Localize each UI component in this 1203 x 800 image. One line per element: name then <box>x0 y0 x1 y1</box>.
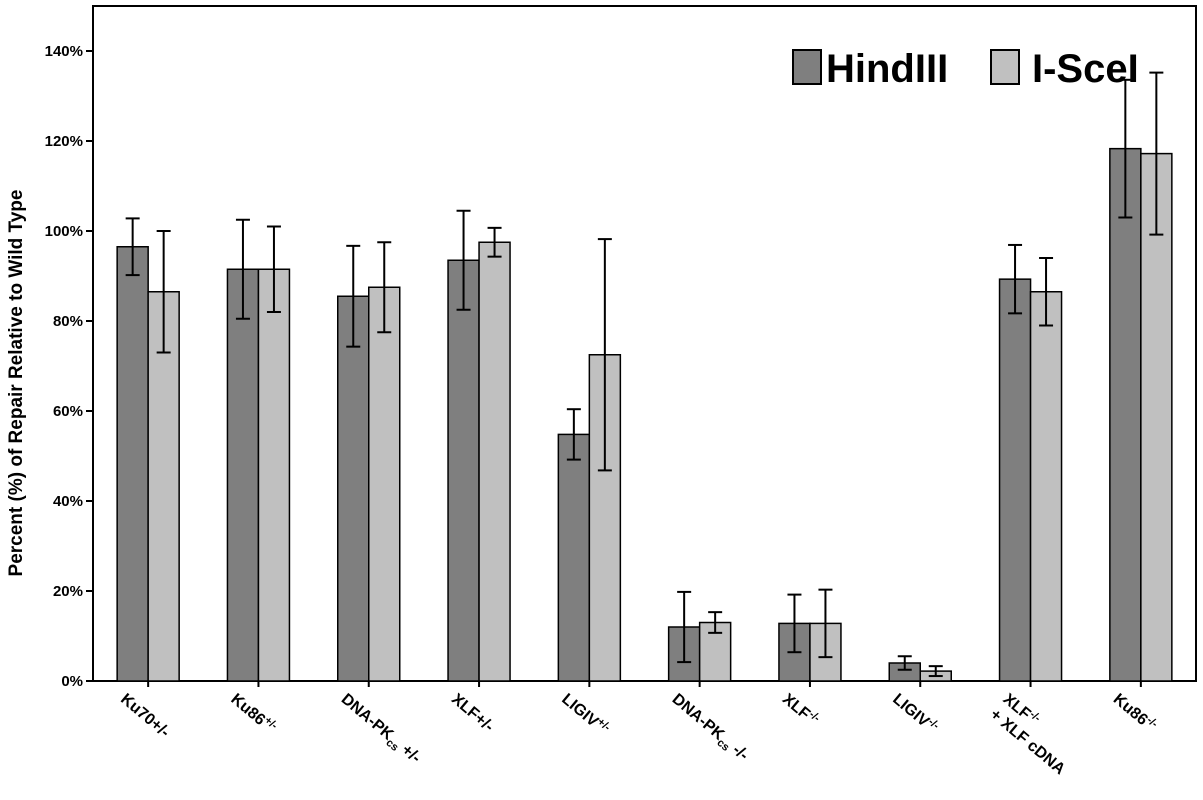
bar-hindiii <box>447 259 480 682</box>
category-text: XLF+/- <box>448 691 497 736</box>
category-text: DNA-PKcs -/- <box>667 691 752 767</box>
y-tick-label: 80% <box>53 313 83 330</box>
y-axis-label: Percent (%) of Repair Relative to Wild T… <box>6 190 27 577</box>
bar-hindiii <box>1109 147 1142 682</box>
x-category-label: XLF-/-+ XLF cDNA <box>987 691 1069 779</box>
y-tick-label: 20% <box>53 583 83 600</box>
category-text: Ku70+/- <box>117 691 173 741</box>
category-text: LIGIV+/- <box>558 689 613 739</box>
x-category-label: Ku70+/- <box>117 691 173 741</box>
x-category-label: LIGIV+/- <box>558 689 613 739</box>
legend-label-hindiii: HindIII <box>826 47 948 91</box>
y-tick-label: 0% <box>61 673 83 690</box>
category-text: DNA-PKcs +/- <box>336 691 424 769</box>
bar-i-scei <box>1029 291 1063 682</box>
x-category-label: Ku86+/- <box>227 689 280 737</box>
legend-swatch-hindiii <box>792 49 822 85</box>
x-category-label: Ku86-/- <box>1110 689 1160 736</box>
bar-hindiii <box>998 278 1032 682</box>
y-tick-label: 100% <box>45 223 83 240</box>
y-tick-label: 60% <box>53 403 83 420</box>
category-text: LIGIV-/- <box>889 689 941 737</box>
category-text: XLF-/- <box>779 689 823 730</box>
x-category-label: DNA-PKcs +/- <box>336 691 424 769</box>
bar-i-scei <box>257 268 291 682</box>
legend-label-i-scei: I-SceI <box>1032 47 1139 91</box>
bar-hindiii <box>557 433 591 682</box>
x-category-label: DNA-PKcs -/- <box>667 691 752 767</box>
bar-hindiii <box>116 246 149 682</box>
category-text-part: DNA-PK <box>669 691 728 744</box>
x-category-label: XLF+/- <box>448 691 497 736</box>
plot-frame <box>92 5 1197 682</box>
y-tick-label: 120% <box>45 133 83 150</box>
legend: HindIII I-SceI <box>792 47 1139 91</box>
bar-i-scei <box>478 241 511 682</box>
category-text: Ku86+/- <box>227 689 280 737</box>
category-text-part: DNA-PK <box>338 691 397 744</box>
x-category-label: XLF-/- <box>779 689 823 730</box>
plot-area: 0% 20% 40% 60% 80% 100% 120% 140% Ku70+/- Ku86+/-… <box>45 5 1197 779</box>
bar-i-scei <box>698 621 732 682</box>
legend-swatch-i-scei <box>990 49 1020 85</box>
bar-i-scei <box>147 291 180 682</box>
bar-hindiii <box>226 268 260 682</box>
bar-hindiii <box>337 295 370 682</box>
x-category-label: LIGIV-/- <box>889 689 941 737</box>
y-tick-label: 40% <box>53 493 83 510</box>
category-text: Ku86-/- <box>1110 689 1160 736</box>
y-tick-label: 140% <box>45 43 83 60</box>
bar-i-scei <box>368 286 401 682</box>
